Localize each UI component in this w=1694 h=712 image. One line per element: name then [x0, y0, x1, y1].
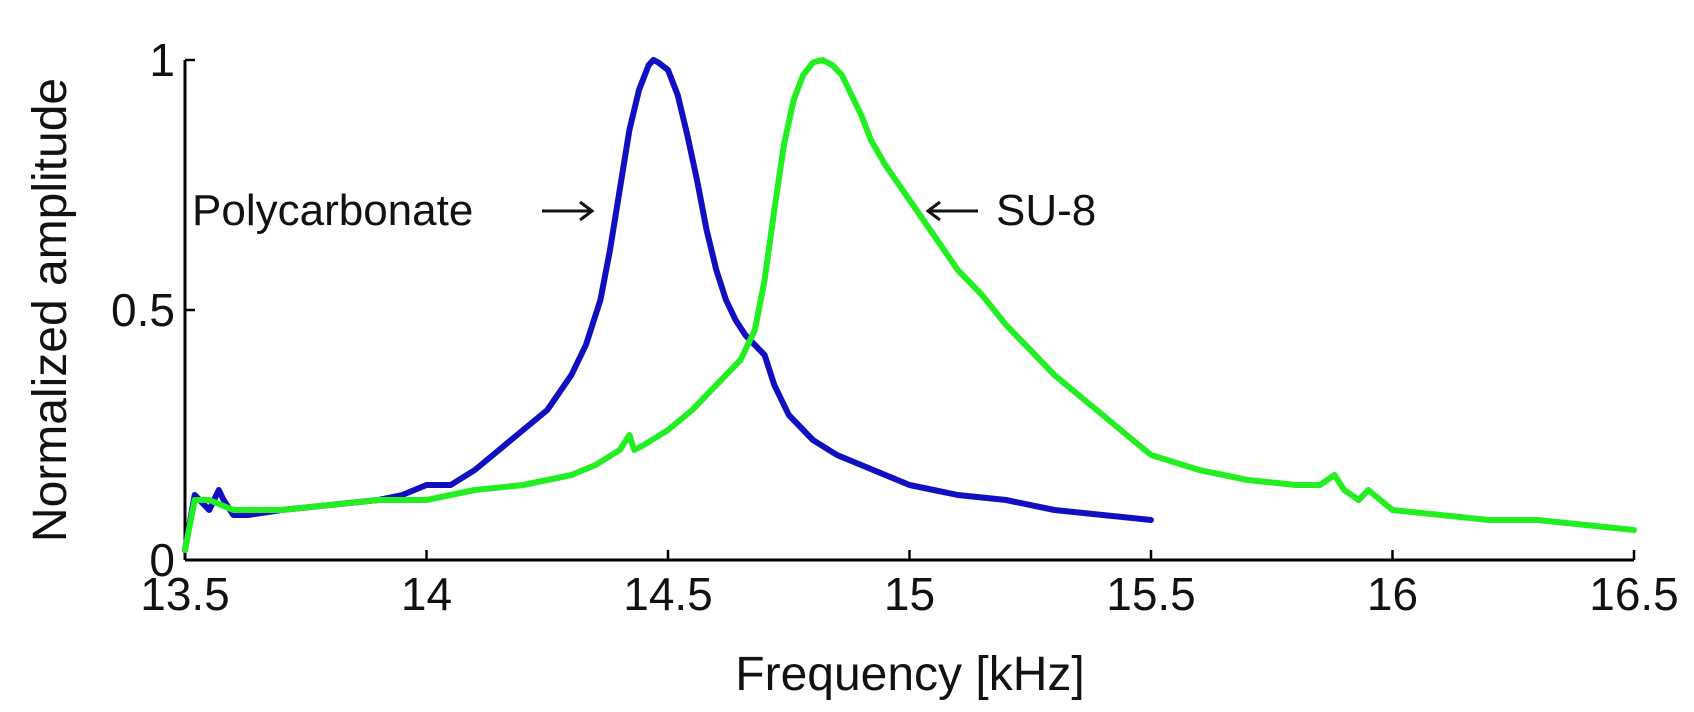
x-axis-title: Frequency [kHz]: [735, 648, 1084, 701]
series-line-su-8: [182, 57, 1637, 553]
y-tick-label: 1: [149, 34, 175, 86]
series-line-polycarbonate: [182, 57, 1154, 553]
su8-annotation-label: SU-8: [996, 186, 1096, 235]
annotations: Polycarbonate SU-8: [192, 186, 1096, 235]
y-tick-label: 0.5: [111, 284, 175, 336]
polycarbonate-arrow-head: [579, 200, 595, 222]
x-tick-label: 15.5: [1106, 568, 1196, 620]
x-tick-label: 15: [884, 568, 935, 620]
x-tick-label: 16: [1367, 568, 1418, 620]
y-tick-label: 0: [149, 534, 175, 586]
x-tick-label: 16.5: [1589, 568, 1679, 620]
x-tick-label: 14.5: [623, 568, 713, 620]
y-axis-title: Normalized amplitude: [24, 78, 77, 542]
su8-arrow-head: [925, 200, 941, 222]
x-tick-label: 13.5: [140, 568, 230, 620]
x-tick-label: 14: [401, 568, 452, 620]
polycarbonate-annotation-label: Polycarbonate: [192, 186, 473, 235]
series-group: [182, 57, 1637, 553]
ticks: 13.5 14 14.5 15 15.5 16 16.5 0 0.5 1: [111, 34, 1679, 620]
